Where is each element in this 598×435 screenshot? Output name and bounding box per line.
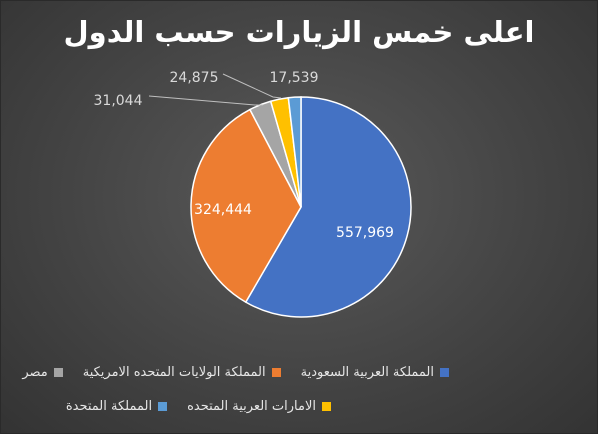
leader-line-4 xyxy=(222,73,282,99)
legend-swatch-4 xyxy=(322,402,331,411)
pie-slice-2[interactable] xyxy=(190,108,302,304)
legend-swatch-3 xyxy=(53,368,63,377)
chart-title: اعلى خمس الزيارات حسب الدول xyxy=(63,15,535,49)
legend-label-4: الامارات العربية المتحده xyxy=(187,399,316,414)
legend-item-3: مصر xyxy=(22,365,63,380)
legend-swatch-5 xyxy=(158,402,168,411)
legend-row-1: المملكة العربية السعودية المملكة الولايات… xyxy=(22,365,449,380)
legend-row-2: الامارات العربية المتحده المملكة المتحدة xyxy=(66,399,331,414)
data-label-4: 24,875 xyxy=(170,70,219,86)
pie-slice-1[interactable] xyxy=(244,96,412,318)
pie-slice-5[interactable] xyxy=(287,96,302,208)
legend-label-3: مصر xyxy=(22,365,48,380)
legend-label-2: المملكة الولايات المتحده الامريكية xyxy=(82,365,266,380)
legend-item-1: المملكة العربية السعودية xyxy=(301,365,449,380)
leader-line-3 xyxy=(148,95,263,106)
legend-label-5: المملكة المتحدة xyxy=(65,399,153,414)
leader-lines xyxy=(148,73,282,106)
data-label-1: 557,969 xyxy=(336,225,394,241)
data-label-3: 31,044 xyxy=(94,93,143,109)
data-labels: 557,969 324,444 31,044 24,875 17,539 xyxy=(94,70,394,241)
data-label-2: 324,444 xyxy=(194,202,252,218)
pie-slices xyxy=(190,96,412,318)
legend-item-4: الامارات العربية المتحده xyxy=(187,399,331,414)
legend-item-2: المملكة الولايات المتحده الامريكية xyxy=(83,365,281,380)
legend-swatch-1 xyxy=(440,368,449,377)
legend-label-1: المملكة العربية السعودية xyxy=(300,365,434,380)
legend-swatch-2 xyxy=(271,368,281,377)
legend-item-5: المملكة المتحدة xyxy=(65,399,168,414)
data-label-5: 17,539 xyxy=(270,70,319,86)
